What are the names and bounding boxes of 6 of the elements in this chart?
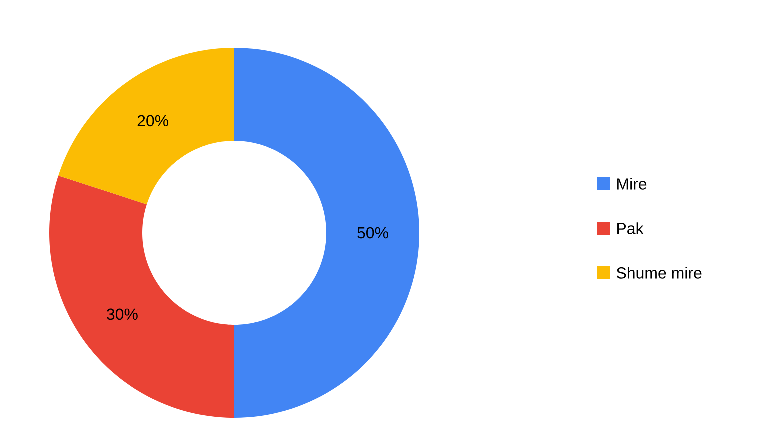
legend-label: Mire	[618, 178, 647, 190]
legend-label: Pak	[618, 222, 644, 234]
data-label: 30%	[107, 308, 138, 320]
data-label: 50%	[358, 227, 388, 239]
legend-label: Shume mire	[616, 267, 702, 279]
data-label: 20%	[138, 115, 169, 127]
